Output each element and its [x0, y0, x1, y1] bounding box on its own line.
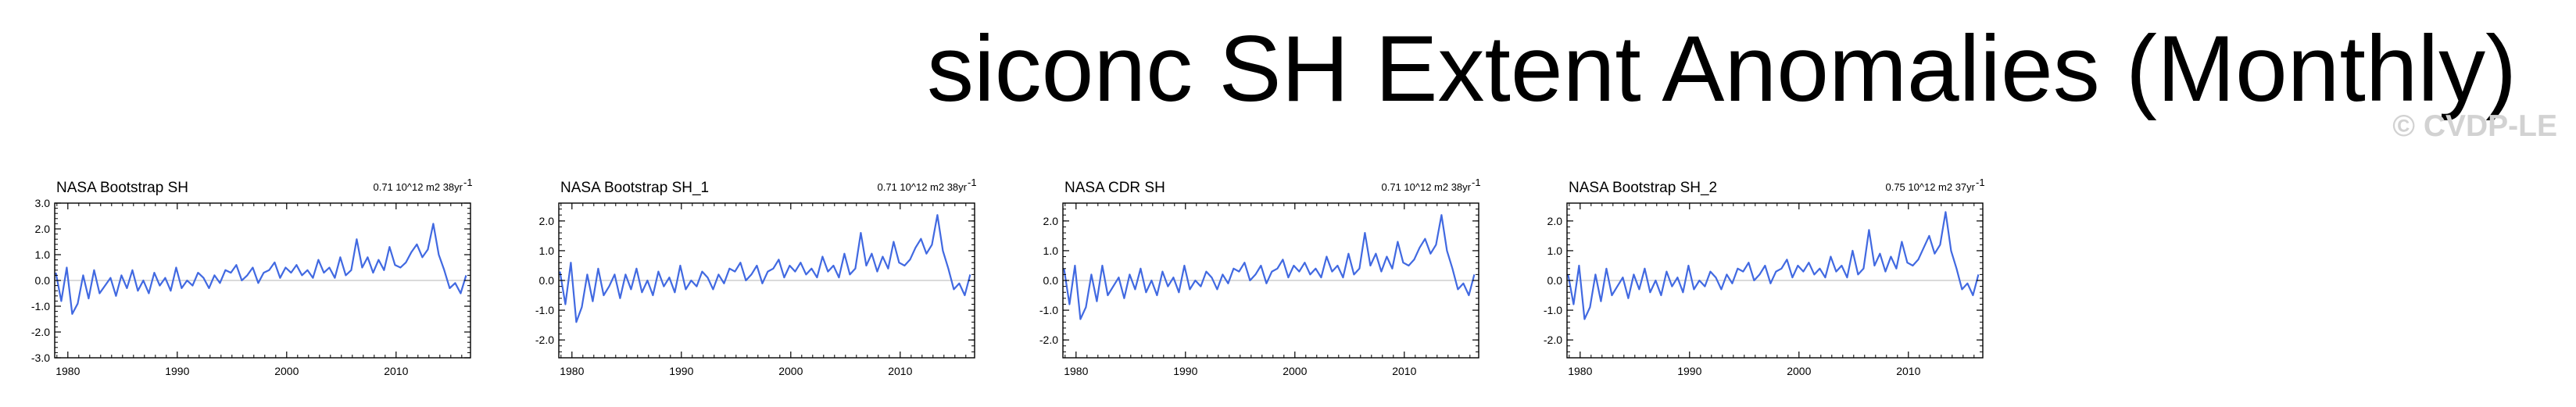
panel-trend-stat-superscript: -1 — [1472, 177, 1481, 188]
y-tick-label: 0.0 — [1043, 274, 1059, 287]
y-tick-label: -2.0 — [535, 334, 554, 346]
credit-watermark: © CVDP-LE — [2392, 109, 2557, 143]
x-tick-label: 2010 — [888, 365, 912, 377]
y-tick-label: -1.0 — [535, 304, 554, 316]
y-tick-label: 0.0 — [1547, 274, 1563, 287]
x-tick-label: 1990 — [1173, 365, 1197, 377]
x-tick-label: 2000 — [1787, 365, 1811, 377]
chart-svg: NASA Bootstrap SH_1 0.71 10^12 m2 38yr -1 -… — [535, 177, 977, 377]
y-tick-label: 2.0 — [539, 215, 555, 227]
y-tick-label: 1.0 — [1043, 245, 1059, 257]
y-tick-label: 1.0 — [1547, 245, 1563, 257]
x-tick-label: 1990 — [165, 365, 189, 377]
page-title: siconc SH Extent Anomalies (Monthly) — [927, 16, 2517, 121]
panel-trend-stat: 0.71 10^12 m2 38yr — [1381, 181, 1471, 193]
panel-trend-stat-superscript: -1 — [463, 177, 473, 188]
panel-trend-stat: 0.75 10^12 m2 37yr — [1885, 181, 1975, 193]
chart-panel-4: NASA Bootstrap SH_2 0.75 10^12 m2 37yr -1 -… — [1528, 162, 1985, 397]
chart-panel-1: NASA Bootstrap SH 0.71 10^12 m2 38yr -1 -3.… — [16, 162, 473, 397]
y-tick-label: -1.0 — [1544, 304, 1562, 316]
data-series-line — [1063, 214, 1476, 320]
y-tick-label: -2.0 — [1544, 334, 1562, 346]
y-tick-label: 1.0 — [35, 248, 51, 261]
y-tick-label: -3.0 — [31, 352, 50, 364]
x-tick-label: 2010 — [1392, 365, 1416, 377]
chart-panel-2: NASA Bootstrap SH_1 0.71 10^12 m2 38yr -1 -… — [520, 162, 977, 397]
y-tick-label: 0.0 — [35, 274, 51, 287]
y-tick-label: 3.0 — [35, 197, 51, 209]
chart-svg: NASA Bootstrap SH_2 0.75 10^12 m2 37yr -1 -… — [1544, 177, 1985, 377]
panel-title: NASA Bootstrap SH — [56, 180, 188, 196]
x-tick-label: 1980 — [1064, 365, 1088, 377]
x-tick-label: 2000 — [274, 365, 299, 377]
y-tick-label: 2.0 — [1547, 215, 1563, 227]
panel-title: NASA CDR SH — [1064, 180, 1165, 196]
chart-svg: NASA Bootstrap SH 0.71 10^12 m2 38yr -1 -3.… — [31, 177, 473, 377]
y-tick-label: -2.0 — [1039, 334, 1058, 346]
x-tick-label: 2000 — [1283, 365, 1307, 377]
x-tick-label: 2010 — [1896, 365, 1920, 377]
x-tick-label: 1980 — [560, 365, 584, 377]
panel-trend-stat: 0.71 10^12 m2 38yr — [373, 181, 463, 193]
y-tick-label: 0.0 — [539, 274, 555, 287]
data-series-line — [1567, 211, 1980, 320]
panel-title: NASA Bootstrap SH_1 — [560, 180, 709, 196]
panel-title: NASA Bootstrap SH_2 — [1569, 180, 1717, 196]
x-tick-label: 2010 — [384, 365, 408, 377]
x-tick-label: 1990 — [669, 365, 693, 377]
y-tick-label: 2.0 — [1043, 215, 1059, 227]
panel-trend-stat-superscript: -1 — [968, 177, 977, 188]
data-series-line — [55, 223, 467, 315]
x-tick-label: 1990 — [1677, 365, 1701, 377]
x-tick-label: 1980 — [55, 365, 80, 377]
y-tick-label: -1.0 — [1039, 304, 1058, 316]
chart-svg: NASA CDR SH 0.71 10^12 m2 38yr -1 -2.0 -1.0 0… — [1039, 177, 1481, 377]
y-tick-label: -2.0 — [31, 326, 50, 338]
data-series-line — [559, 214, 971, 323]
x-tick-label: 2000 — [778, 365, 803, 377]
chart-panel-3: NASA CDR SH 0.71 10^12 m2 38yr -1 -2.0 -1.0 0… — [1024, 162, 1481, 397]
y-tick-label: 1.0 — [539, 245, 555, 257]
y-tick-label: 2.0 — [35, 223, 51, 235]
x-tick-label: 1980 — [1568, 365, 1592, 377]
y-tick-label: -1.0 — [31, 300, 50, 312]
panel-trend-stat-superscript: -1 — [1976, 177, 1985, 188]
panel-trend-stat: 0.71 10^12 m2 38yr — [877, 181, 967, 193]
